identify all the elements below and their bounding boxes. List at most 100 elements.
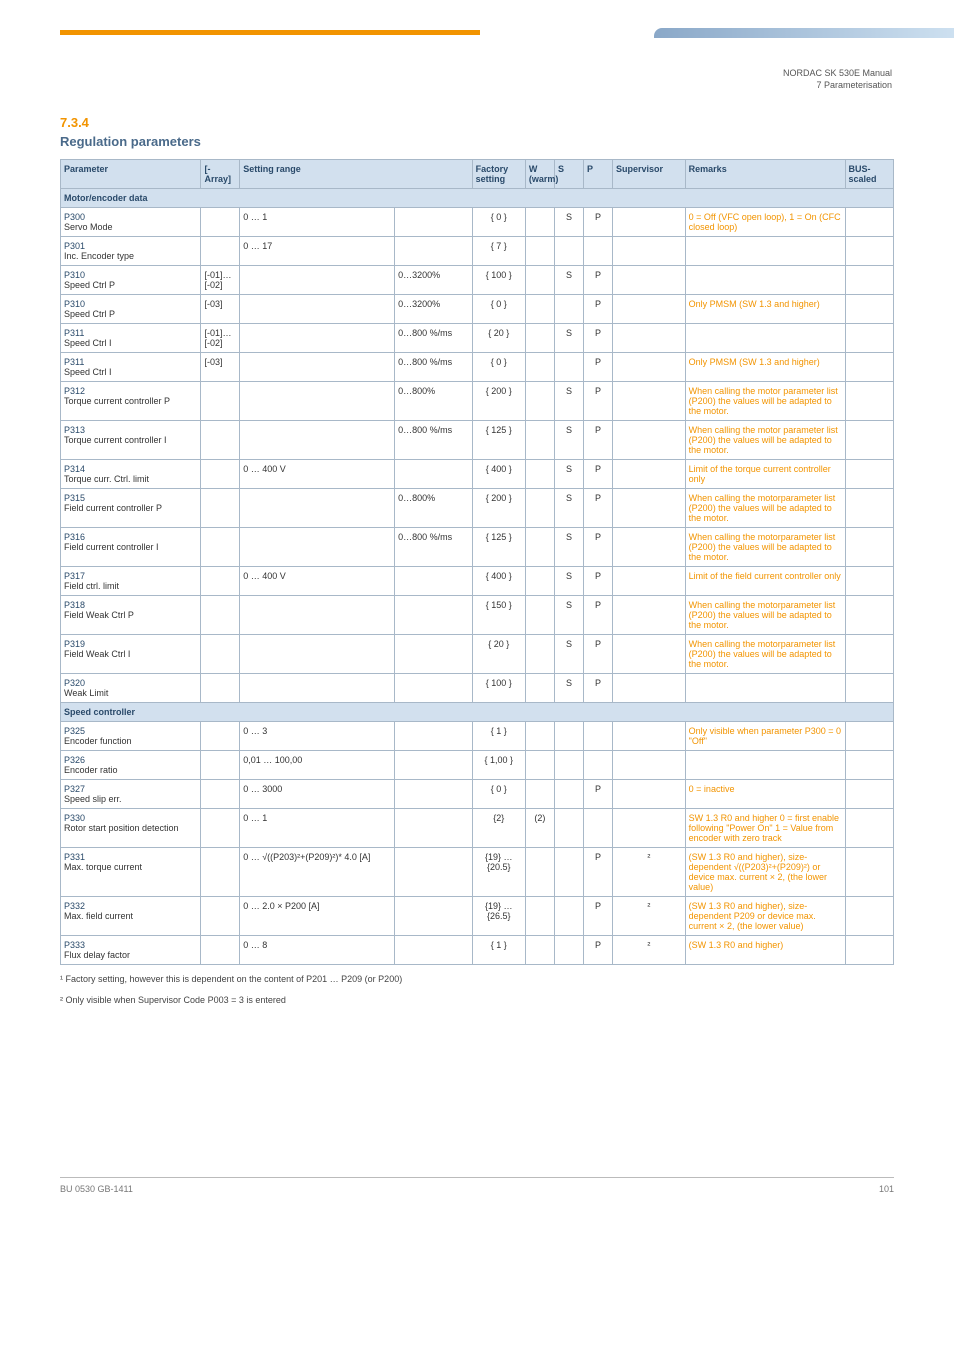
cell-super: [613, 208, 686, 237]
cell-remarks: When calling the motorparameter list (P2…: [685, 528, 845, 567]
cell-range-main: [240, 353, 395, 382]
cell-super: ²: [613, 897, 686, 936]
cell-remarks: 0 = inactive: [685, 780, 845, 809]
cell-p: P: [583, 596, 612, 635]
cell-bus: [845, 897, 894, 936]
cell-range-main: 0 … 400 V: [240, 460, 395, 489]
cell-range-scale: 0…3200%: [395, 295, 472, 324]
cell-super: [613, 635, 686, 674]
cell-array: [201, 722, 240, 751]
cell-param: P300Servo Mode: [61, 208, 201, 237]
cell-w: [525, 266, 554, 295]
cell-array: [-03]: [201, 353, 240, 382]
cell-factory: { 1 }: [472, 936, 525, 965]
cell-factory: { 0 }: [472, 780, 525, 809]
section-title: Regulation parameters: [60, 134, 894, 149]
cell-bus: [845, 382, 894, 421]
cell-super: [613, 809, 686, 848]
table-row: P311Speed Ctrl I[-01]…[-02]0…800 %/ms{ 2…: [61, 324, 894, 353]
col-range: Setting range: [240, 160, 472, 189]
cell-range-main: [240, 324, 395, 353]
col-supervisor: Supervisor: [613, 160, 686, 189]
cell-remarks: (SW 1.3 R0 and higher): [685, 936, 845, 965]
cell-bus: [845, 780, 894, 809]
cell-factory: { 400 }: [472, 460, 525, 489]
col-bus: BUS-scaled: [845, 160, 894, 189]
cell-array: [201, 382, 240, 421]
col-p: P: [583, 160, 612, 189]
cell-super: [613, 596, 686, 635]
table-row: P318Field Weak Ctrl P{ 150 }SPWhen calli…: [61, 596, 894, 635]
cell-super: ²: [613, 848, 686, 897]
cell-super: [613, 353, 686, 382]
cell-bus: [845, 237, 894, 266]
cell-factory: { 0 }: [472, 295, 525, 324]
table-row: P332Max. field current0 … 2.0 × P200 [A]…: [61, 897, 894, 936]
footnote-1: ¹ Factory setting, however this is depen…: [60, 973, 894, 986]
cell-super: ²: [613, 936, 686, 965]
cell-super: [613, 324, 686, 353]
cell-array: [201, 237, 240, 266]
cell-range-scale: [395, 780, 472, 809]
cell-range-scale: [395, 809, 472, 848]
cell-array: [201, 567, 240, 596]
cell-range-main: 0,01 … 100,00: [240, 751, 395, 780]
cell-p: [583, 722, 612, 751]
cell-range-main: [240, 295, 395, 324]
cell-p: P: [583, 489, 612, 528]
cell-super: [613, 237, 686, 266]
cell-range-scale: [395, 460, 472, 489]
cell-s: S: [554, 208, 583, 237]
cell-remarks: [685, 674, 845, 703]
cell-factory: { 125 }: [472, 421, 525, 460]
cell-s: [554, 780, 583, 809]
cell-bus: [845, 722, 894, 751]
cell-w: [525, 751, 554, 780]
cell-factory: { 100 }: [472, 674, 525, 703]
cell-range-scale: 0…800 %/ms: [395, 528, 472, 567]
cell-p: [583, 751, 612, 780]
cell-param: P320Weak Limit: [61, 674, 201, 703]
col-parameter: Parameter: [61, 160, 201, 189]
cell-param: P316Field current controller I: [61, 528, 201, 567]
cell-factory: { 20 }: [472, 324, 525, 353]
table-row: P333Flux delay factor0 … 8{ 1 }P²(SW 1.3…: [61, 936, 894, 965]
cell-p: P: [583, 780, 612, 809]
cell-bus: [845, 528, 894, 567]
cell-p: P: [583, 674, 612, 703]
cell-factory: { 1,00 }: [472, 751, 525, 780]
parameter-table: Parameter [-Array] Setting range Factory…: [60, 159, 894, 965]
cell-bus: [845, 295, 894, 324]
cell-p: P: [583, 567, 612, 596]
cell-range-scale: [395, 897, 472, 936]
cell-bus: [845, 266, 894, 295]
table-row: P327Speed slip err.0 … 3000{ 0 }P0 = ina…: [61, 780, 894, 809]
cell-s: S: [554, 382, 583, 421]
cell-remarks: 0 = Off (VFC open loop), 1 = On (CFC clo…: [685, 208, 845, 237]
cell-range-scale: [395, 596, 472, 635]
cell-p: P: [583, 421, 612, 460]
cell-array: [201, 528, 240, 567]
cell-super: [613, 567, 686, 596]
cell-range-scale: [395, 237, 472, 266]
cell-super: [613, 460, 686, 489]
cell-param: P325Encoder function: [61, 722, 201, 751]
cell-array: [201, 596, 240, 635]
cell-range-main: [240, 382, 395, 421]
cell-p: P: [583, 382, 612, 421]
cell-array: [201, 421, 240, 460]
cell-range-scale: [395, 635, 472, 674]
cell-s: S: [554, 528, 583, 567]
cell-w: [525, 382, 554, 421]
cell-remarks: (SW 1.3 R0 and higher), size-dependent √…: [685, 848, 845, 897]
table-row: P313Torque current controller I0…800 %/m…: [61, 421, 894, 460]
cell-w: [525, 722, 554, 751]
cell-param: P312Torque current controller P: [61, 382, 201, 421]
cell-p: P: [583, 460, 612, 489]
cell-bus: [845, 596, 894, 635]
cell-s: S: [554, 567, 583, 596]
cell-factory: {19} … {26.5}: [472, 897, 525, 936]
cell-factory: { 200 }: [472, 489, 525, 528]
cell-w: [525, 936, 554, 965]
cell-range-scale: 0…800%: [395, 489, 472, 528]
